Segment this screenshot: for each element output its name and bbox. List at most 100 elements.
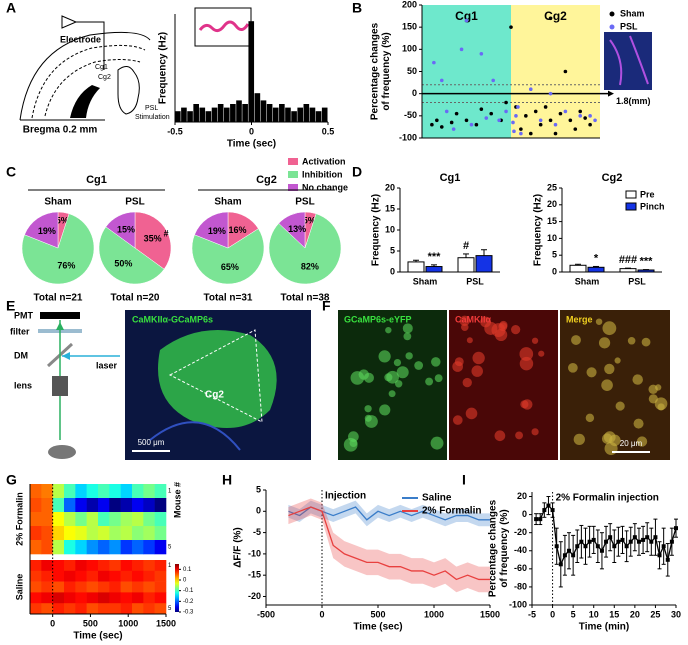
y-axis-label: ΔF/F (%): [233, 527, 244, 568]
heat-cell: [98, 603, 110, 615]
heat-cell: [86, 603, 99, 615]
heat-cell: [132, 498, 144, 513]
heat-cell: [52, 570, 65, 582]
point: [497, 118, 501, 123]
legend-label: Inhibition: [302, 169, 343, 179]
cell: [641, 337, 651, 347]
value-label: 15%: [117, 225, 135, 235]
heat-cell: [41, 603, 53, 615]
x-tick-label: 10: [589, 609, 599, 619]
arrow: [56, 322, 64, 330]
y-tick-label: -20: [514, 527, 527, 537]
point: [449, 120, 454, 125]
heat-cell: [98, 498, 110, 513]
heat-cell: [64, 540, 76, 555]
heat-cell: [52, 603, 65, 615]
series-line: [288, 506, 490, 581]
cell: [462, 377, 472, 388]
y-tick-label: 20: [517, 491, 527, 501]
point: [519, 127, 523, 131]
heat-cell: [132, 484, 144, 499]
legend-label: Sham: [620, 8, 645, 18]
heat-cell: [154, 592, 167, 604]
arrow: [62, 352, 70, 360]
point: [444, 109, 449, 114]
heat-cell: [41, 570, 53, 582]
cell: [604, 442, 618, 456]
cell: [632, 374, 643, 385]
label: Stimulation: [135, 114, 170, 121]
bar: [205, 111, 212, 122]
point: [469, 122, 474, 127]
group-label: Saline: [14, 574, 24, 601]
heat-cell: [120, 526, 133, 541]
heat-cell: [86, 570, 99, 582]
roi: [168, 329, 263, 423]
x-tick-label: 30: [671, 609, 681, 619]
bar: [199, 107, 206, 122]
heat-cell: [86, 581, 99, 593]
heat-cell: [30, 570, 42, 582]
cell: [602, 321, 617, 336]
brain-layer: [44, 59, 141, 117]
heat-cell: [98, 526, 110, 541]
heat-cell: [143, 581, 155, 593]
pie-total: Total n=21: [34, 293, 83, 304]
heat-cell: [109, 560, 121, 572]
y-axis-label: Percentage changesof frequency (%): [487, 499, 510, 597]
heat-cell: [143, 603, 155, 615]
value-label: 5%: [56, 216, 69, 226]
bar: [211, 107, 218, 122]
cell: [648, 394, 658, 404]
point: [511, 120, 515, 125]
scale-label: 20 μm: [620, 439, 643, 448]
label: laser: [96, 360, 118, 370]
heat-cell: [52, 484, 65, 499]
label: filter: [10, 326, 30, 336]
pie-slice: [98, 226, 165, 285]
y-tick-label: 200: [402, 0, 417, 9]
pie-slice: [191, 228, 265, 285]
image-detail: [609, 35, 649, 86]
y-tick-label: 5: [256, 484, 261, 494]
point: [504, 109, 508, 114]
point: [563, 69, 568, 74]
heat-cell: [109, 581, 121, 593]
heat-cell: [75, 592, 87, 604]
x-tick-label: Sham: [413, 276, 438, 286]
heat-cell: [52, 526, 65, 541]
heat-cell: [132, 581, 144, 593]
heat-cell: [30, 592, 42, 604]
cell: [614, 357, 621, 364]
bar: [297, 107, 304, 122]
significance: #: [463, 240, 469, 252]
panel-label: H: [222, 472, 232, 488]
region-label: Cg2: [544, 9, 567, 23]
heat-cell: [30, 560, 42, 572]
colorbar-label: -0.2: [183, 599, 194, 605]
significance: ***: [640, 255, 654, 267]
bar: [266, 104, 273, 122]
panel-label: F: [322, 298, 331, 314]
legend-marker: [609, 24, 615, 30]
heat-cell: [143, 512, 155, 527]
bar: [254, 93, 261, 122]
point: [464, 118, 469, 123]
bar: [619, 268, 637, 273]
y-tick-label: 25: [547, 182, 557, 192]
point: [583, 116, 587, 120]
label: Electrode: [60, 34, 101, 44]
value-label: 82%: [301, 262, 319, 272]
y-axis-label: Frequency (Hz): [158, 32, 169, 104]
heat-cell: [154, 560, 167, 572]
heat-cell: [64, 603, 76, 615]
x-tick-label: PSL: [466, 276, 484, 286]
value-label: 50%: [114, 258, 132, 268]
heat-cell: [30, 581, 42, 593]
cell: [657, 403, 665, 411]
cell: [349, 439, 358, 447]
heat-cell: [86, 592, 99, 604]
subplot-title: Cg1: [440, 172, 461, 184]
heat-cell: [41, 498, 53, 513]
x-tick-label: 0: [319, 609, 324, 619]
